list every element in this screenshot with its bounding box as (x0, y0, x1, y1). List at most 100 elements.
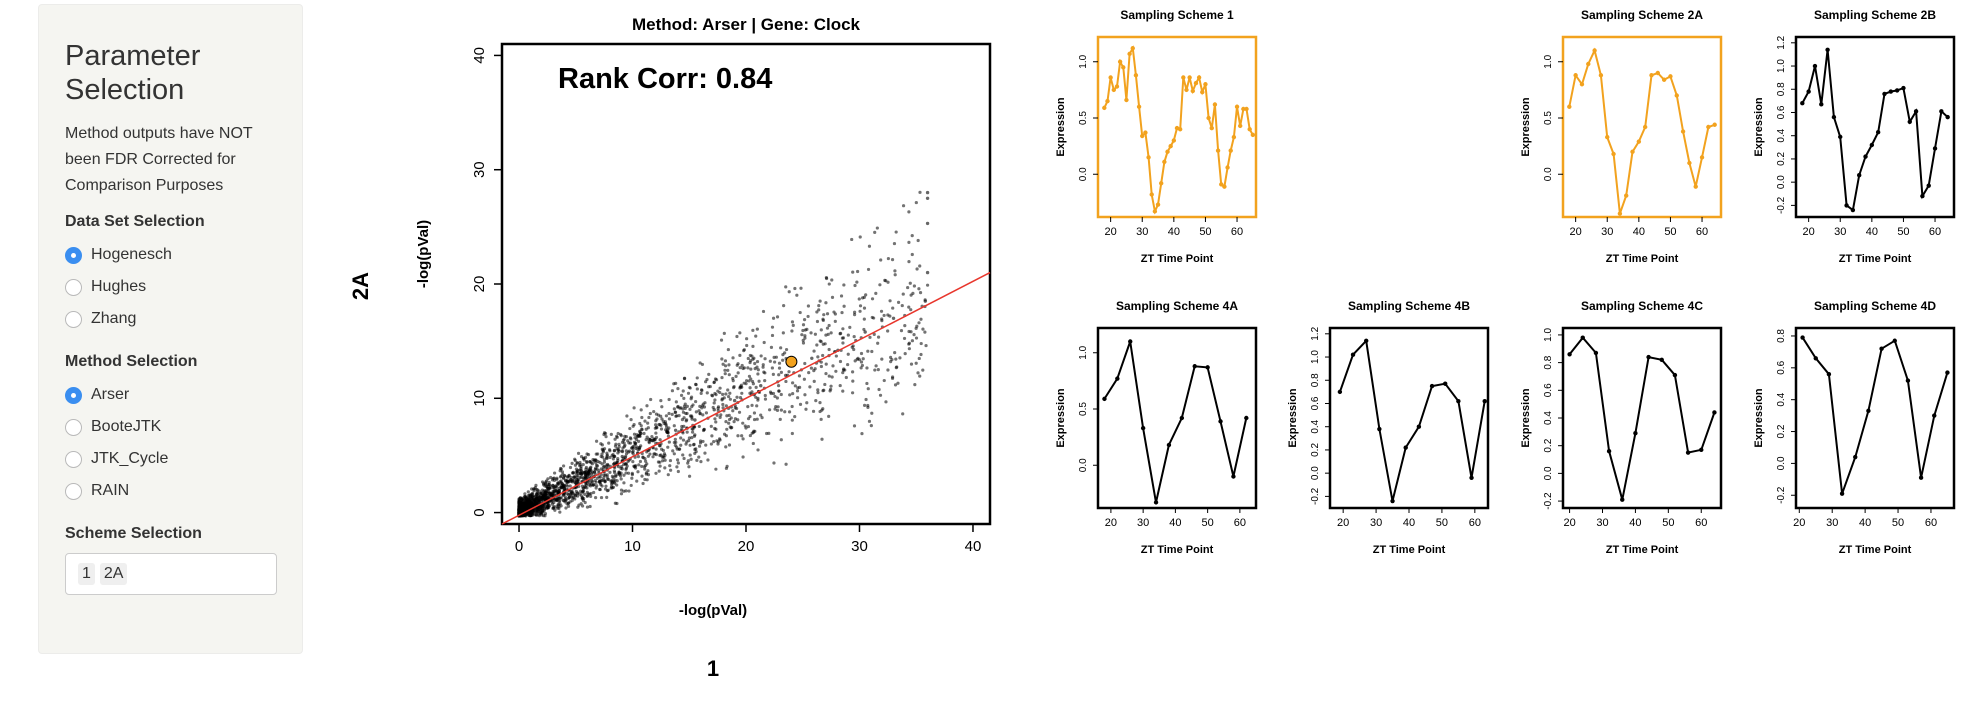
scatter-point (695, 376, 699, 380)
scatter-point (647, 437, 651, 441)
radio-button[interactable] (65, 418, 82, 436)
scatter-point (886, 329, 890, 333)
scatter-point (923, 330, 927, 334)
expression-point (1586, 61, 1591, 67)
expression-point (1181, 75, 1186, 80)
scatter-point (907, 240, 911, 244)
scatter-point (578, 460, 582, 465)
scatter-point (862, 327, 866, 332)
scatter-point (724, 434, 728, 438)
scatter-point (558, 510, 562, 514)
expression-line (1568, 336, 1716, 500)
scatter-point (827, 323, 831, 328)
scatter-point (646, 454, 650, 458)
scatter-point (564, 506, 568, 510)
dataset-option-hughes[interactable]: Hughes (65, 271, 276, 303)
radio-button-checked[interactable] (65, 386, 82, 404)
method-option-arser[interactable]: Arser (65, 379, 276, 411)
scatter-point (622, 473, 626, 477)
scheme-chip-1[interactable]: 1 (78, 563, 95, 585)
y-tick-label: 1.0 (1310, 350, 1321, 364)
scatter-point (721, 362, 725, 366)
scatter-point (693, 451, 697, 456)
scatter-point (534, 512, 538, 517)
x-tick-label: 40 (1633, 226, 1645, 238)
scatter-point (718, 390, 722, 395)
scatter-point (770, 366, 774, 370)
scatter-point (579, 464, 583, 469)
scatter-point (537, 498, 541, 502)
scatter-point (595, 484, 599, 488)
scatter-point (622, 437, 626, 441)
scatter-point (707, 385, 711, 389)
scatter-point (761, 365, 765, 369)
scatter-point (573, 457, 577, 461)
method-option-jtk-cycle[interactable]: JTK_Cycle (65, 443, 276, 475)
scatter-point (528, 501, 533, 505)
scatter-point (687, 465, 691, 469)
radio-button[interactable] (65, 310, 82, 328)
dataset-option-zhang[interactable]: Zhang (65, 303, 276, 335)
radio-button[interactable] (65, 278, 82, 296)
y-tick-label: -0.2 (1776, 196, 1787, 214)
scatter-point (601, 450, 605, 454)
scatter-point (779, 392, 783, 397)
scatter-point (867, 419, 872, 423)
scatter-point (709, 442, 713, 446)
method-option-bootejtk[interactable]: BooteJTK (65, 411, 276, 443)
scatter-point (705, 391, 709, 395)
scatter-point (841, 336, 846, 340)
expression-point (1892, 338, 1897, 343)
scheme-multiselect[interactable]: 1 2A (65, 553, 277, 595)
scatter-point (624, 471, 628, 475)
scatter-point (594, 461, 598, 465)
scatter-point (598, 487, 602, 491)
scatter-point (611, 457, 615, 461)
scatter-point (773, 394, 777, 399)
radio-button[interactable] (65, 482, 82, 500)
scatter-point (777, 366, 782, 370)
panel-title: Parameter Selection (65, 39, 276, 107)
radio-button-checked[interactable] (65, 246, 82, 264)
x-tick-label: 50 (1199, 226, 1211, 238)
scatter-point (694, 383, 698, 387)
scatter-point (815, 310, 819, 314)
scatter-point (803, 334, 807, 338)
scatter-point (863, 330, 867, 334)
scatter-point (646, 473, 651, 477)
scatter-point (793, 286, 797, 291)
radio-button[interactable] (65, 450, 82, 468)
y-axis-label: Expression (1287, 388, 1299, 448)
scatter-point (864, 397, 868, 402)
x-tick-label: 60 (1925, 517, 1937, 529)
y-tick-label: 0.8 (1776, 82, 1787, 96)
scatter-point (909, 308, 913, 312)
x-tick-label: 20 (1105, 226, 1117, 238)
scatter-point (681, 389, 685, 393)
scatter-point (636, 455, 640, 459)
expression-point (1918, 475, 1924, 480)
scheme-chip-2a[interactable]: 2A (99, 563, 128, 585)
scatter-point (725, 414, 729, 418)
scatter-point (827, 414, 831, 418)
scatter-point (746, 366, 750, 370)
scatter-point (803, 361, 807, 366)
scatter-point (728, 391, 732, 395)
scatter-point (607, 441, 611, 445)
expression-point (1102, 396, 1107, 402)
scatter-point (827, 282, 831, 286)
scatter-point (526, 497, 531, 502)
y-tick-label: 0.0 (1543, 167, 1554, 181)
scatter-point (610, 481, 614, 485)
expression-point (1241, 106, 1246, 112)
scatter-point (866, 349, 870, 353)
expression-point (1712, 122, 1717, 127)
x-tick-label: 30 (1136, 226, 1148, 238)
scatter-point (570, 461, 574, 465)
scatter-point (870, 349, 874, 354)
scatter-point (686, 461, 690, 465)
dataset-option-hogenesch[interactable]: Hogenesch (65, 239, 276, 271)
scatter-point (901, 412, 905, 416)
method-option-rain[interactable]: RAIN (65, 475, 276, 507)
scatter-point (760, 416, 764, 420)
